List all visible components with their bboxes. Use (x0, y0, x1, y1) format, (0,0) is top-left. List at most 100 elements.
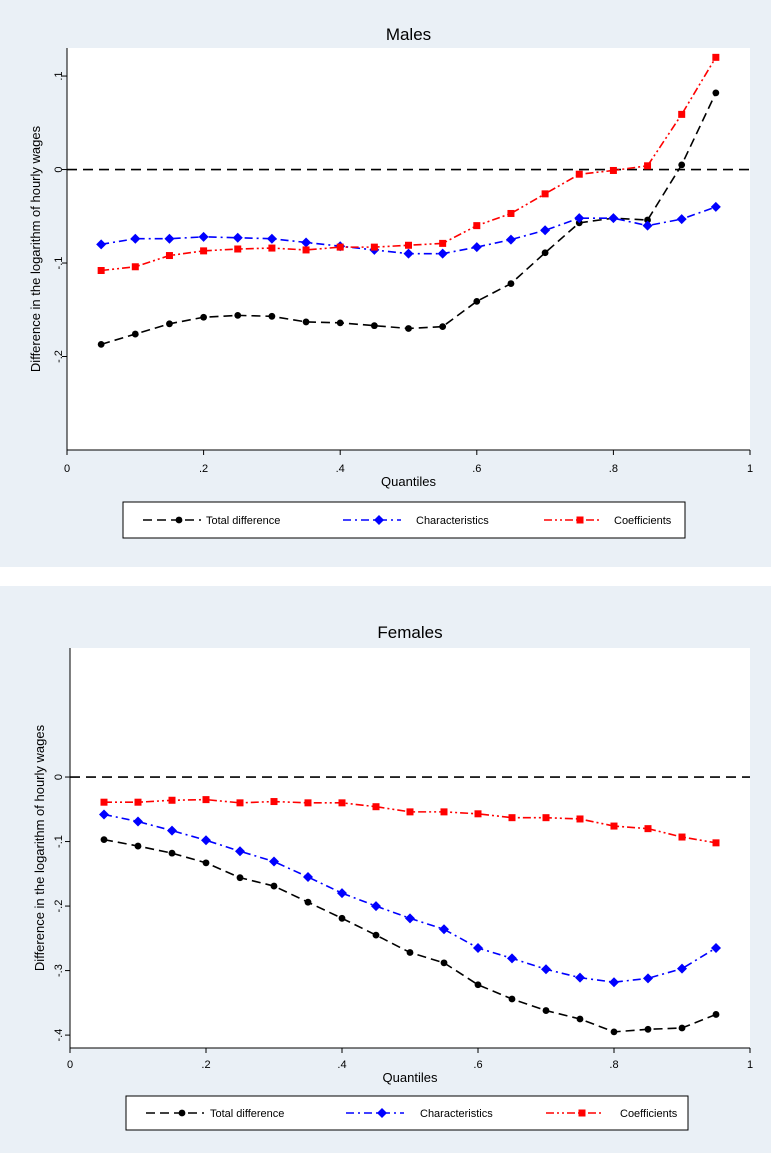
data-point (235, 846, 245, 857)
x-tick-label: 0 (64, 463, 70, 475)
data-point (164, 233, 175, 244)
data-point (201, 835, 211, 846)
data-point (370, 243, 378, 251)
data-point (439, 323, 447, 330)
legend-label: Characteristics (420, 1108, 493, 1120)
data-point (609, 977, 619, 988)
data-point (712, 1011, 720, 1018)
data-point (236, 874, 244, 882)
females-chart-panel: 0 .2 .4 .6 .8 1 -.4 -.3 -.2 -.1 0 Females Quantiles D… (0, 586, 771, 1153)
data-point (642, 220, 653, 231)
data-point (676, 214, 687, 225)
data-point (97, 267, 105, 275)
data-point (440, 959, 448, 967)
data-point (131, 263, 139, 271)
data-point (100, 798, 108, 806)
data-point (609, 166, 617, 174)
data-point (439, 924, 449, 935)
data-point (134, 798, 142, 806)
data-point (505, 234, 516, 245)
data-point (608, 213, 619, 224)
data-point (167, 825, 177, 836)
data-point (236, 799, 244, 807)
legend-label: Total difference (210, 1108, 284, 1120)
data-point (473, 222, 481, 230)
data-point (202, 796, 210, 804)
data-point (270, 882, 278, 890)
legend-marker (175, 516, 183, 524)
data-point (644, 216, 651, 224)
chart-title: Females (377, 623, 442, 642)
data-point (406, 949, 414, 956)
data-point (471, 242, 482, 253)
data-point (575, 972, 585, 983)
data-point (202, 859, 210, 867)
data-point (405, 241, 412, 249)
legend-marker (377, 1108, 387, 1118)
data-point (130, 233, 141, 244)
x-tick-label: .8 (609, 1059, 618, 1071)
legend-label: Characteristics (416, 515, 489, 527)
data-point (710, 201, 721, 212)
data-point (302, 318, 310, 326)
data-point (576, 815, 584, 823)
data-point (304, 799, 312, 807)
data-point (370, 322, 378, 330)
data-point (507, 209, 515, 217)
data-point (269, 856, 279, 867)
data-point (643, 973, 653, 984)
data-point (437, 248, 448, 259)
data-point (712, 53, 720, 61)
data-point (474, 981, 482, 989)
x-tick-label: .4 (337, 1059, 346, 1071)
data-point (266, 233, 277, 244)
y-axis-label: Difference in the logarithm of hourly wa… (32, 724, 47, 971)
data-point (540, 225, 551, 236)
data-point (302, 246, 310, 254)
x-tick-label: 1 (747, 1059, 753, 1071)
data-point (711, 943, 721, 953)
data-point (473, 297, 481, 305)
data-point (372, 803, 380, 811)
data-point (473, 943, 483, 953)
y-tick-label: -.2 (53, 900, 65, 913)
data-point (372, 931, 380, 939)
data-point (474, 810, 482, 818)
x-axis-label: Quantiles (383, 1070, 438, 1085)
data-point (507, 280, 515, 287)
data-point (304, 898, 312, 906)
data-point (610, 1028, 618, 1036)
chart-svg: 0 .2 .4 .6 .8 1 -.4 -.3 -.2 -.1 0 Females Quantiles D… (0, 586, 771, 1153)
y-tick-label: 0 (53, 774, 65, 780)
data-point (338, 914, 346, 922)
data-point (133, 816, 143, 827)
data-point (406, 808, 414, 816)
data-point (336, 319, 344, 327)
data-point (131, 330, 139, 338)
males-chart-panel: 0 .2 .4 .6 .8 1 -.2 -.1 0 .1 Males Quantiles Differe… (0, 0, 771, 567)
data-point (678, 161, 686, 169)
data-point (198, 231, 209, 242)
data-point (712, 89, 720, 97)
data-point (96, 239, 107, 250)
legend-label: Coefficients (614, 515, 672, 527)
x-tick-label: .6 (472, 463, 481, 475)
data-point (439, 239, 447, 247)
data-point (371, 901, 381, 912)
data-point (165, 252, 173, 260)
data-point (405, 325, 412, 332)
data-point (644, 1025, 652, 1033)
data-point (576, 1015, 584, 1023)
data-point (268, 244, 276, 252)
y-tick-label: -.1 (53, 257, 65, 270)
data-point (541, 190, 549, 198)
data-point (234, 311, 242, 319)
data-point (405, 913, 415, 924)
data-point (508, 995, 516, 1003)
data-point (575, 170, 583, 178)
chart-svg: 0 .2 .4 .6 .8 1 -.2 -.1 0 .1 Males Quantiles Differe… (0, 0, 771, 567)
legend-label: Coefficients (620, 1108, 678, 1120)
data-point (644, 162, 652, 170)
data-point (677, 963, 687, 974)
legend-marker (576, 516, 584, 524)
